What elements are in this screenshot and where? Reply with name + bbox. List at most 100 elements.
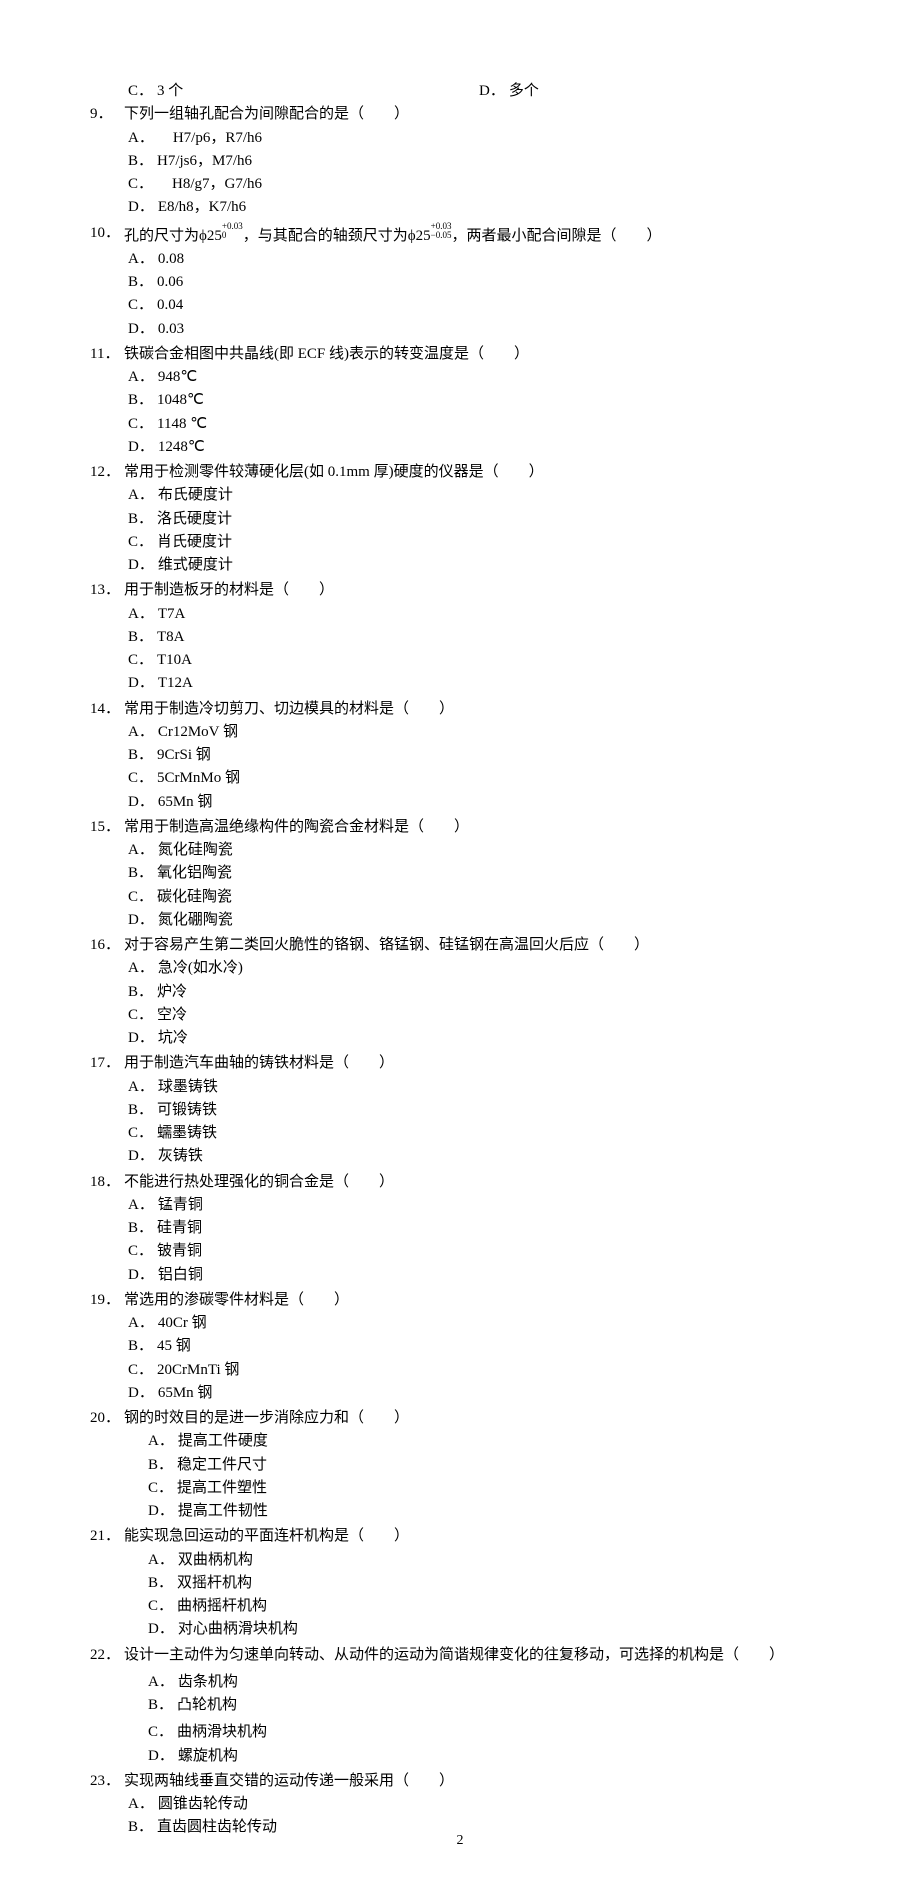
question-13: 13．用于制造板牙的材料是（ ） A．T7A B．T8A C．T10A D．T1… — [90, 579, 830, 695]
option-label: A． — [128, 957, 154, 980]
option-label: C． — [128, 1122, 153, 1145]
options-row: A．提高工件硬度 B．稳定工件尺寸 C．提高工件塑性 D．提高工件韧性 — [148, 1430, 830, 1523]
question-text: 用于制造板牙的材料是（ ） — [124, 579, 334, 602]
option-label: A． — [128, 1793, 154, 1816]
option-label: C． — [128, 413, 153, 436]
option-text: 0.03 — [158, 318, 184, 341]
option-label: B． — [148, 1694, 173, 1717]
question-number: 18． — [90, 1171, 124, 1194]
option-a: A．T7A — [128, 603, 448, 626]
option-a: A．双曲柄机构 — [148, 1549, 508, 1572]
question-18: 18．不能进行热处理强化的铜合金是（ ） A．锰青铜 B．硅青铜 C．铍青铜 D… — [90, 1171, 830, 1287]
stem-mid: ，与其配合的轴颈尺寸为 — [243, 228, 408, 244]
option-label: A． — [128, 603, 154, 626]
question-12: 12．常用于检测零件较薄硬化层(如 0.1mm 厚)硬度的仪器是（ ） A．布氏… — [90, 461, 830, 577]
option-label: C． — [128, 649, 153, 672]
option-label: C． — [148, 1721, 173, 1744]
option-c: C．铍青铜 — [128, 1240, 508, 1263]
option-label: D． — [128, 909, 154, 932]
option-text: T8A — [157, 626, 185, 649]
option-label: B． — [128, 389, 153, 412]
question-21: 21．能实现急回运动的平面连杆机构是（ ） A．双曲柄机构 B．双摇杆机构 C．… — [90, 1525, 830, 1641]
options-row: A．T7A B．T8A C．T10A D．T12A — [128, 603, 830, 696]
question-text: 常用于制造冷切剪刀、切边模具的材料是（ ） — [124, 698, 454, 721]
option-label: D． — [148, 1745, 174, 1768]
option-b: B．洛氏硬度计 — [128, 508, 508, 531]
option-a: A．氮化硅陶瓷 — [128, 839, 508, 862]
option-text: 提高工件硬度 — [178, 1430, 268, 1453]
question-number: 22． — [90, 1644, 124, 1667]
option-label: B． — [148, 1454, 173, 1477]
question-text: 用于制造汽车曲轴的铸铁材料是（ ） — [124, 1052, 394, 1075]
question-number: 9． — [90, 103, 124, 126]
option-text: 氧化铝陶瓷 — [157, 862, 232, 885]
option-text: 坑冷 — [158, 1027, 188, 1050]
option-label: C． — [128, 1359, 153, 1382]
question-number: 14． — [90, 698, 124, 721]
option-d: D．1248℃ — [128, 436, 508, 459]
option-d: D．65Mn 钢 — [128, 1382, 508, 1405]
option-b: B．双摇杆机构 — [148, 1572, 488, 1595]
option-b: B．稳定工件尺寸 — [148, 1454, 448, 1477]
option-text: 炉冷 — [157, 981, 187, 1004]
question-number: 12． — [90, 461, 124, 484]
option-a: A．948℃ — [128, 366, 508, 389]
option-c: C．1148 ℃ — [128, 413, 508, 436]
question-text: 孔的尺寸为ϕ25+0.030，与其配合的轴颈尺寸为ϕ25+0.03−0.05，两… — [124, 222, 662, 248]
option-b: B．45 钢 — [128, 1335, 508, 1358]
options-row: A． H7/p6，R7/h6 B．H7/js6，M7/h6 C． H8/g7，G… — [128, 127, 830, 220]
question-stem: 9． 下列一组轴孔配合为间隙配合的是（ ） — [90, 103, 830, 126]
option-text: 曲柄摇杆机构 — [177, 1595, 267, 1618]
stem-pre: 孔的尺寸为 — [124, 228, 199, 244]
option-text: 凸轮机构 — [177, 1694, 237, 1717]
page-number: 2 — [0, 1830, 920, 1852]
option-text: 齿条机构 — [178, 1671, 238, 1694]
option-d: D．氮化硼陶瓷 — [128, 909, 508, 932]
option-b: B．9CrSi 钢 — [128, 744, 508, 767]
option-label: A． — [128, 366, 154, 389]
option-label: B． — [128, 981, 153, 1004]
option-label: D． — [128, 1027, 154, 1050]
option-text: 948℃ — [158, 366, 197, 389]
option-a: A．0.08 — [128, 248, 508, 271]
phi-symbol: ϕ25 — [199, 228, 222, 244]
option-text: 提高工件塑性 — [177, 1477, 267, 1500]
option-text: 肖氏硬度计 — [157, 531, 232, 554]
option-d: D．螺旋机构 — [148, 1745, 488, 1768]
option-text: 布氏硬度计 — [158, 484, 233, 507]
options-row: A．齿条机构 B．凸轮机构 — [148, 1671, 830, 1718]
question-22: 22．设计一主动件为匀速单向转动、从动件的运动为简谐规律变化的往复移动，可选择的… — [90, 1644, 830, 1768]
option-b: B．炉冷 — [128, 981, 528, 1004]
option-text: 提高工件韧性 — [178, 1500, 268, 1523]
question-text: 钢的时效目的是进一步消除应力和（ ） — [124, 1407, 409, 1430]
option-a: A．圆锥齿轮传动 — [128, 1793, 508, 1816]
option-text: T10A — [157, 649, 192, 672]
option-b: B．T8A — [128, 626, 528, 649]
option-label: D． — [479, 80, 505, 103]
option-d: D．维式硬度计 — [128, 554, 508, 577]
option-label: A． — [148, 1430, 174, 1453]
option-label: C． — [148, 1477, 173, 1500]
option-a: A．提高工件硬度 — [148, 1430, 548, 1453]
option-label: A． — [128, 248, 154, 271]
option-c: C． H8/g7，G7/h6 — [128, 173, 508, 196]
option-label: D． — [128, 1382, 154, 1405]
question-number: 17． — [90, 1052, 124, 1075]
option-text: 铍青铜 — [157, 1240, 202, 1263]
option-text: H7/js6，M7/h6 — [157, 150, 252, 173]
option-c: C．提高工件塑性 — [148, 1477, 548, 1500]
option-c: C． 3 个 — [128, 80, 479, 103]
option-label: B． — [128, 744, 153, 767]
option-text: T7A — [158, 603, 186, 626]
option-c: C．0.04 — [128, 294, 508, 317]
option-text: 氮化硅陶瓷 — [158, 839, 233, 862]
option-text: 40Cr 钢 — [158, 1312, 207, 1335]
question-text: 不能进行热处理强化的铜合金是（ ） — [124, 1171, 394, 1194]
question-16: 16．对于容易产生第二类回火脆性的铬钢、铬锰钢、硅锰钢在高温回火后应（ ） A．… — [90, 934, 830, 1050]
options-row: C．曲柄滑块机构 D．螺旋机构 — [148, 1721, 830, 1768]
options-row: A．Cr12MoV 钢 B．9CrSi 钢 C．5CrMnMo 钢 D．65Mn… — [128, 721, 830, 814]
option-d: D．E8/h8，K7/h6 — [128, 196, 508, 219]
option-text: 5CrMnMo 钢 — [157, 767, 240, 790]
option-text: 45 钢 — [157, 1335, 191, 1358]
option-b: B．凸轮机构 — [148, 1694, 488, 1717]
